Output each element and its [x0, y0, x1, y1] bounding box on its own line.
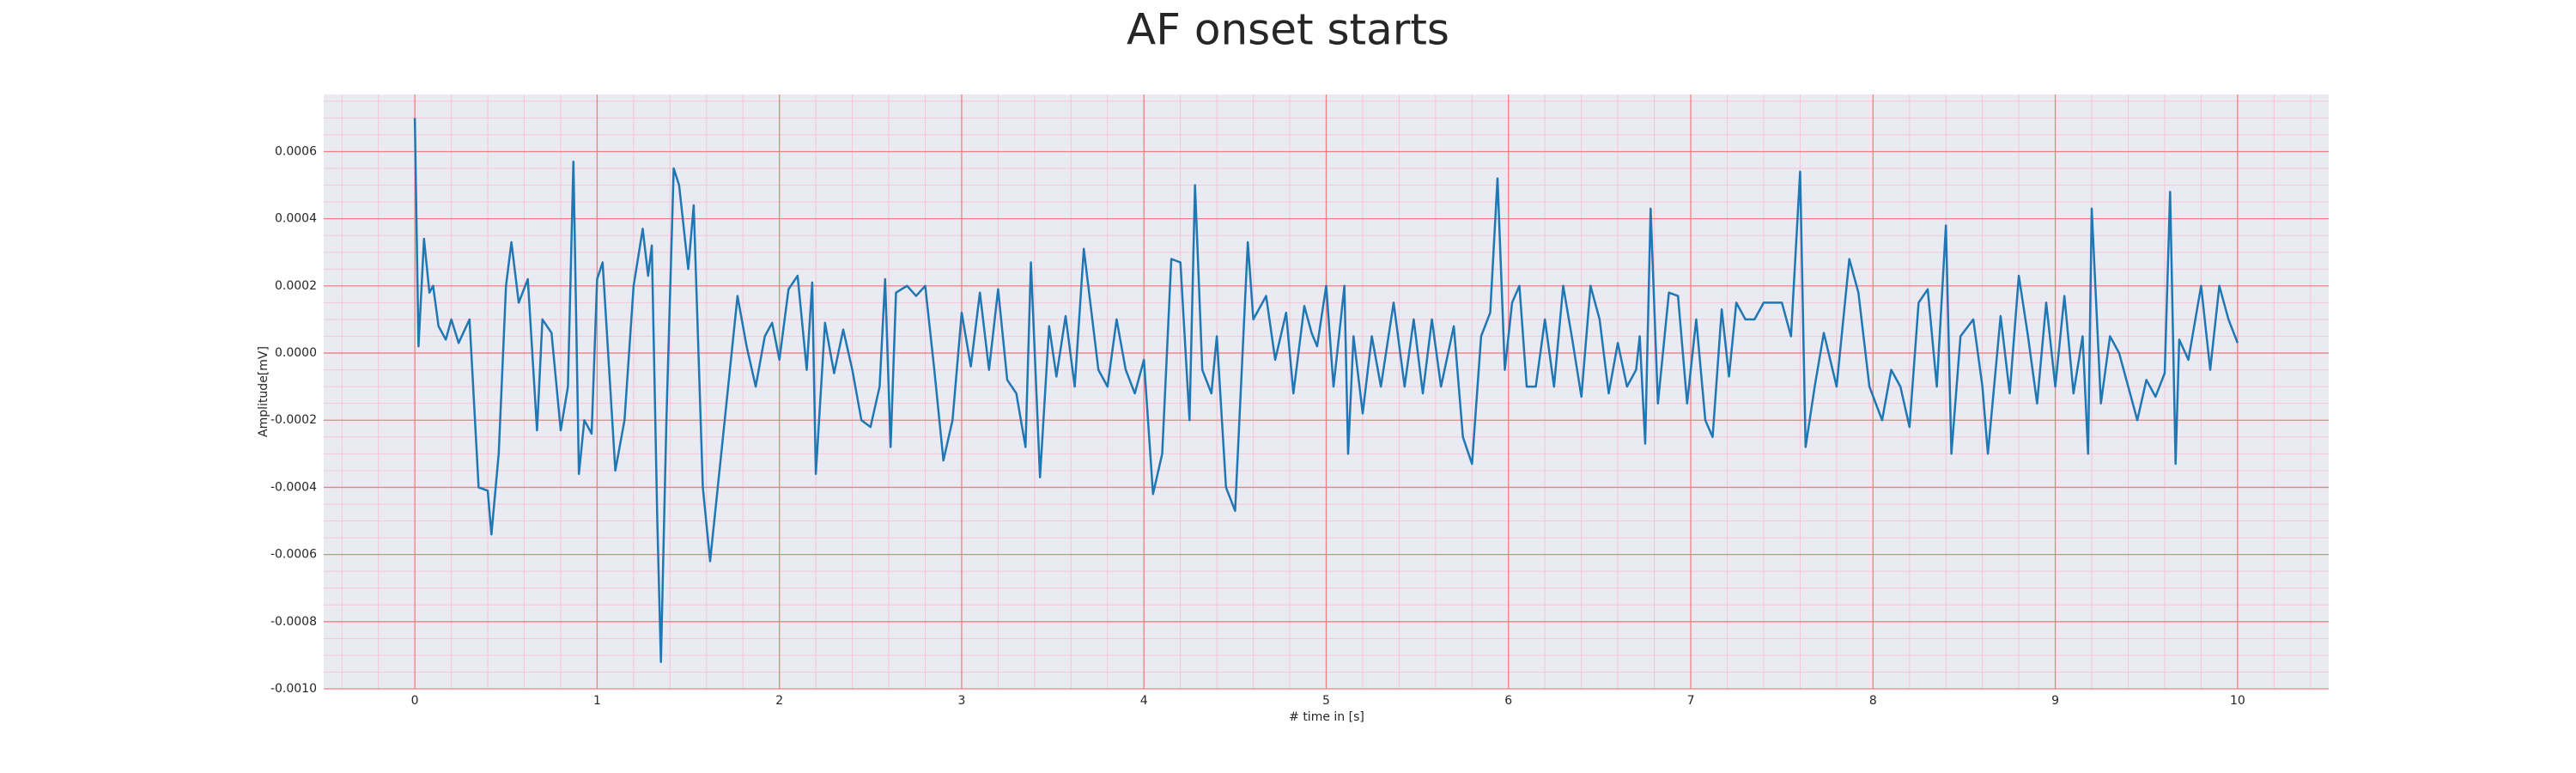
- x-tick-label: 6: [1504, 694, 1512, 708]
- x-tick-label: 1: [593, 694, 601, 708]
- x-tick-label: 5: [1322, 694, 1330, 708]
- x-tick-label: 9: [2051, 694, 2059, 708]
- x-tick-label: 4: [1140, 694, 1148, 708]
- x-tick-label: 2: [775, 694, 783, 708]
- y-tick-label: -0.0006: [270, 548, 317, 562]
- y-axis-label: Amplitude[mV]: [257, 346, 270, 437]
- x-axis-label: # time in [s]: [1289, 710, 1364, 724]
- chart-title: AF onset starts: [1127, 5, 1449, 55]
- y-tick-label: -0.0008: [270, 615, 317, 629]
- y-tick-label: 0.0002: [275, 279, 317, 293]
- y-tick-label: 0.0004: [275, 212, 317, 226]
- x-tick-label: 7: [1687, 694, 1695, 708]
- x-tick-label: 8: [1869, 694, 1877, 708]
- y-tick-label: 0.0000: [275, 346, 317, 360]
- y-tick-label: -0.0004: [270, 480, 317, 494]
- x-tick-label: 10: [2230, 694, 2245, 708]
- y-tick-label: -0.0010: [270, 682, 317, 696]
- x-tick-label: 3: [957, 694, 965, 708]
- y-tick-label: 0.0006: [275, 144, 317, 158]
- line-series: [413, 118, 2239, 663]
- y-tick-label: -0.0002: [270, 413, 317, 427]
- x-tick-label: 0: [411, 694, 419, 708]
